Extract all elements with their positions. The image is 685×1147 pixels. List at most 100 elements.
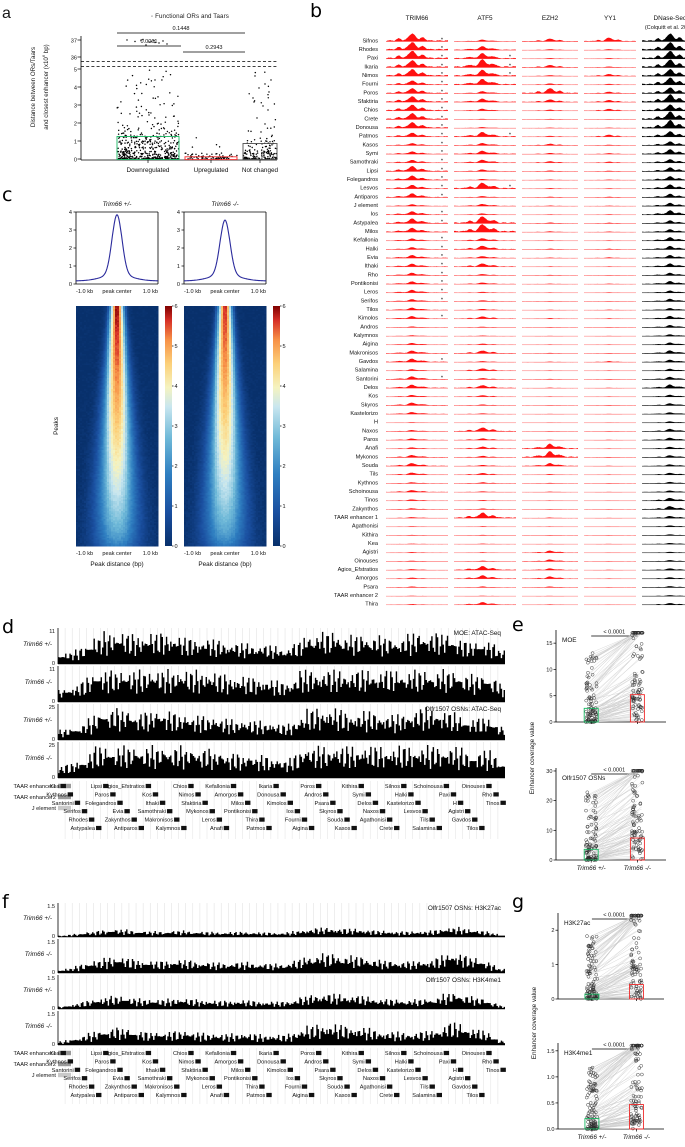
svg-text:5: 5 bbox=[74, 68, 77, 74]
svg-text:*: * bbox=[441, 358, 444, 364]
paired-connectors bbox=[586, 770, 642, 861]
svg-text:peak center: peak center bbox=[210, 289, 239, 295]
panel-g: H3K27ac 2 1 0 < 0.0001 H3K4me1 1.5 1.0 0.5 0.0 < 0… bbox=[512, 895, 685, 1147]
svg-text:3: 3 bbox=[74, 104, 77, 110]
svg-text:*: * bbox=[509, 185, 512, 191]
svg-text:Delos: Delos bbox=[364, 385, 379, 391]
svg-text:Kea: Kea bbox=[368, 541, 379, 547]
svg-text:*: * bbox=[509, 72, 512, 78]
svg-text:*: * bbox=[509, 63, 512, 69]
svg-text:*: * bbox=[441, 167, 444, 173]
svg-text:*: * bbox=[441, 63, 444, 69]
svg-text:*: * bbox=[441, 72, 444, 78]
svg-text:TRIM66: TRIM66 bbox=[406, 15, 429, 22]
svg-text:Thira: Thira bbox=[365, 602, 379, 608]
panel-a-points-upregulated bbox=[184, 137, 238, 160]
paired-points bbox=[584, 631, 645, 724]
svg-text:Milos: Milos bbox=[365, 229, 378, 235]
svg-text:1: 1 bbox=[177, 264, 180, 270]
svg-text:-1.0 kb: -1.0 kb bbox=[76, 289, 93, 295]
svg-text:Folegandros: Folegandros bbox=[347, 177, 378, 183]
svg-text:Agathonisi: Agathonisi bbox=[352, 524, 378, 530]
svg-text:Makronisos: Makronisos bbox=[349, 350, 378, 356]
svg-text:Andros: Andros bbox=[360, 324, 378, 330]
panel-a-legend: ◦ Functional ORs and Taars bbox=[151, 13, 229, 20]
svg-text:Leros: Leros bbox=[364, 290, 378, 296]
svg-text:*: * bbox=[441, 141, 444, 147]
svg-text:*: * bbox=[441, 297, 444, 303]
panel-b-letter: b bbox=[310, 0, 323, 22]
panel-f-letter: f bbox=[2, 891, 9, 913]
svg-text:Ikaria: Ikaria bbox=[364, 64, 379, 70]
svg-text:*: * bbox=[441, 37, 444, 43]
svg-text:0: 0 bbox=[69, 282, 72, 288]
svg-text:Ithaki: Ithaki bbox=[365, 264, 378, 270]
panel-a-points-downregulated bbox=[116, 38, 180, 160]
svg-text:Kythnos: Kythnos bbox=[358, 480, 378, 486]
svg-text:Evia: Evia bbox=[367, 255, 379, 261]
svg-text:Santorini: Santorini bbox=[356, 376, 378, 382]
svg-text:Oinouses: Oinouses bbox=[354, 558, 378, 564]
paired-connectors bbox=[587, 1045, 641, 1130]
svg-text:*: * bbox=[441, 55, 444, 61]
svg-text:Kefallonia: Kefallonia bbox=[353, 238, 378, 244]
svg-text:H: H bbox=[374, 420, 378, 426]
svg-text:*: * bbox=[441, 89, 444, 95]
svg-text:*: * bbox=[509, 55, 512, 61]
svg-text:Kithira: Kithira bbox=[362, 532, 379, 538]
panel-a-ylabel-l2: and closest enhancer (x10 bbox=[43, 57, 51, 130]
svg-text:Crete: Crete bbox=[364, 116, 378, 122]
panel-a-ylabel-l3: bp) bbox=[43, 44, 51, 55]
panel-b: TRIM66 ATF5 EZH2 YY1 DNase-Seq (Colquitt et a… bbox=[312, 0, 685, 610]
svg-text:Trim66 +/-: Trim66 +/- bbox=[103, 201, 132, 208]
svg-text:Psara: Psara bbox=[363, 584, 379, 590]
svg-text:Donousa: Donousa bbox=[356, 125, 379, 131]
panel-a-box-downregulated bbox=[116, 136, 180, 160]
panel-a-xticklabels: Downregulated Upregulated Not changed bbox=[127, 167, 279, 174]
svg-text:0: 0 bbox=[177, 282, 180, 288]
svg-text:*: * bbox=[441, 263, 444, 269]
svg-text:*: * bbox=[509, 133, 512, 139]
panel-c-heatmap-1 bbox=[184, 306, 267, 547]
svg-text:3: 3 bbox=[177, 228, 180, 234]
svg-text:0: 0 bbox=[74, 158, 77, 164]
panel-a-ylabel: Distance between ORs/Taars bbox=[30, 2, 37, 172]
svg-text:EZH2: EZH2 bbox=[542, 15, 559, 22]
svg-text:Kastelorizo: Kastelorizo bbox=[350, 411, 378, 417]
panel-d: Trim66 +/- 11 0 MOE: ATAC-Seq Trim66 -/- 11 0 T… bbox=[0, 622, 512, 887]
svg-text:*: * bbox=[441, 176, 444, 182]
svg-text:*: * bbox=[441, 107, 444, 113]
panel-c-heatmap-0 bbox=[76, 306, 159, 547]
svg-text:2: 2 bbox=[177, 246, 180, 252]
svg-text:peak center: peak center bbox=[102, 289, 131, 295]
svg-text:4: 4 bbox=[74, 86, 77, 92]
svg-text:1: 1 bbox=[69, 264, 72, 270]
svg-text:*: * bbox=[441, 315, 444, 321]
panel-a-letter: a bbox=[2, 5, 11, 22]
svg-text:Chios: Chios bbox=[364, 108, 379, 114]
svg-text:Kimolos: Kimolos bbox=[358, 316, 378, 322]
svg-text:ATF5: ATF5 bbox=[477, 15, 493, 22]
svg-text:Paros: Paros bbox=[363, 437, 378, 443]
panel-e-letter: e bbox=[512, 614, 524, 636]
svg-text:TAAR enhancer 1: TAAR enhancer 1 bbox=[334, 515, 378, 521]
svg-text:Nimos: Nimos bbox=[362, 73, 378, 79]
panel-a-box-notchanged bbox=[242, 143, 278, 160]
panel-a-points-notchanged bbox=[242, 71, 278, 160]
svg-text:*: * bbox=[441, 219, 444, 225]
svg-text:*: * bbox=[441, 271, 444, 277]
svg-text:2: 2 bbox=[74, 122, 77, 128]
panel-a-ylabel-exp: 6 bbox=[41, 54, 46, 58]
svg-text:*: * bbox=[441, 245, 444, 251]
svg-text:37: 37 bbox=[71, 39, 77, 45]
panel-f: Trim66 +/- 1.5 0 Olfr1507 OSNs: H3K27ac Trim… bbox=[0, 897, 512, 1147]
svg-text:Tilos: Tilos bbox=[366, 307, 378, 313]
svg-text:Not changed: Not changed bbox=[242, 167, 279, 174]
svg-text:Anafi: Anafi bbox=[365, 446, 378, 452]
svg-text:*: * bbox=[441, 280, 444, 286]
svg-text:Schoinousa: Schoinousa bbox=[349, 489, 379, 495]
panel-c-svg: Trim66 +/- 4 3 2 1 0 -1.0 kb peak center 1.0 kb T… bbox=[53, 201, 286, 568]
